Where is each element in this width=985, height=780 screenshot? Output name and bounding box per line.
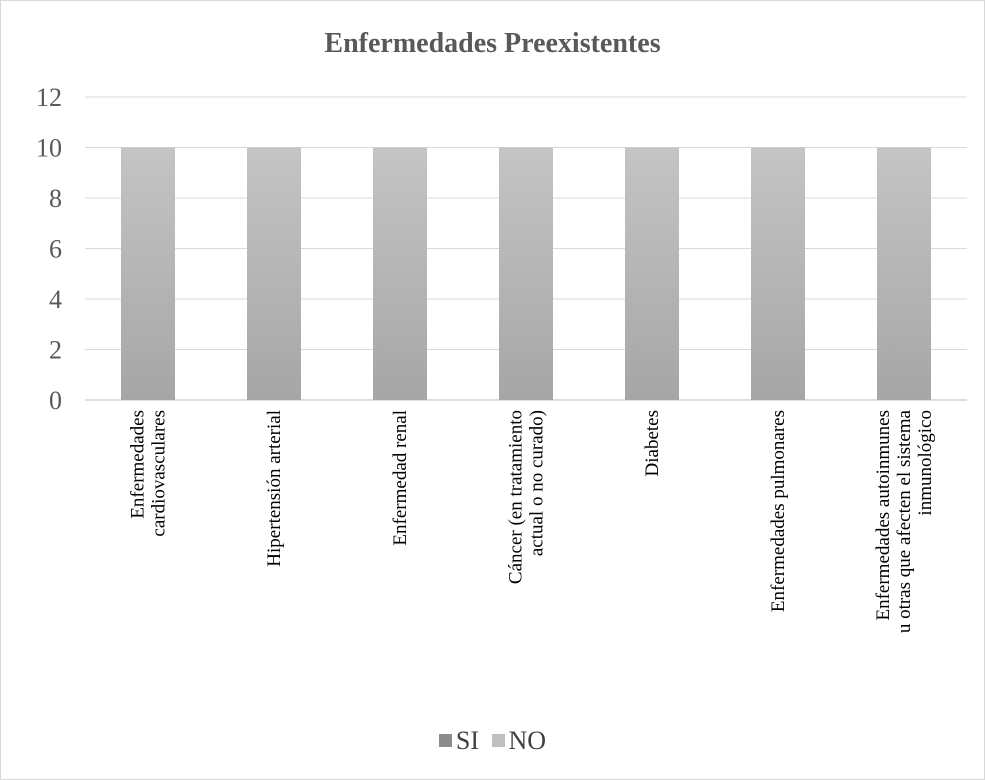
category-label: Diabetes	[642, 410, 663, 476]
x-axis-labels: Enfermedades cardiovasculares Hipertensión…	[128, 409, 937, 633]
category-label-line: Enfermedades autoinmunes	[873, 410, 894, 621]
category-label: Enfermedades pulmonares	[768, 410, 789, 612]
y-tick-label: 0	[49, 386, 62, 415]
bars	[121, 147, 931, 400]
category-label: Cáncer (en tratamiento actual o no curado…	[506, 410, 548, 584]
chart-title: Enfermedades Preexistentes	[324, 28, 661, 59]
category-label: Enfermedades autoinmunes u otras que afec…	[873, 409, 936, 633]
legend-label-si: SI	[455, 725, 480, 755]
category-label-line: cardiovasculares	[149, 410, 170, 537]
category-label-line: Diabetes	[642, 410, 663, 476]
y-tick-label: 8	[49, 184, 62, 213]
bar-no	[373, 147, 427, 400]
category-label-line: Cáncer (en tratamiento	[506, 410, 527, 584]
category-label-line: Enfermedad renal	[390, 410, 411, 546]
category-label-line: actual o no curado)	[527, 410, 548, 556]
bar-no	[247, 147, 301, 400]
legend-item-no: NO	[491, 725, 547, 756]
category-label-line: Enfermedades pulmonares	[768, 410, 789, 612]
legend: SI NO	[0, 724, 985, 756]
legend-label-no: NO	[508, 725, 547, 755]
legend-item-si: SI	[438, 725, 480, 756]
category-label-line: inmunológico	[915, 410, 936, 516]
category-label-line: Enfermedades	[128, 410, 149, 519]
y-tick-label: 10	[36, 134, 62, 163]
bar-no	[499, 147, 553, 400]
category-label: Enfermedades cardiovasculares	[128, 410, 170, 537]
category-label: Hipertensión arterial	[264, 410, 285, 567]
y-axis-ticks: 0 2 4 6 8 10 12	[36, 83, 62, 415]
y-tick-label: 12	[36, 83, 62, 112]
bar-no	[625, 147, 679, 400]
bar-no	[877, 147, 931, 400]
category-label: Enfermedad renal	[390, 410, 411, 546]
y-tick-label: 6	[49, 235, 62, 264]
y-tick-label: 4	[49, 285, 62, 314]
y-tick-label: 2	[49, 336, 62, 365]
category-label-line: u otras que afecten el sistema	[894, 409, 915, 633]
bar-no	[121, 147, 175, 400]
category-label-line: Hipertensión arterial	[264, 410, 285, 567]
bar-no	[751, 147, 805, 400]
legend-swatch-no	[491, 734, 505, 747]
legend-swatch-si	[438, 734, 452, 747]
